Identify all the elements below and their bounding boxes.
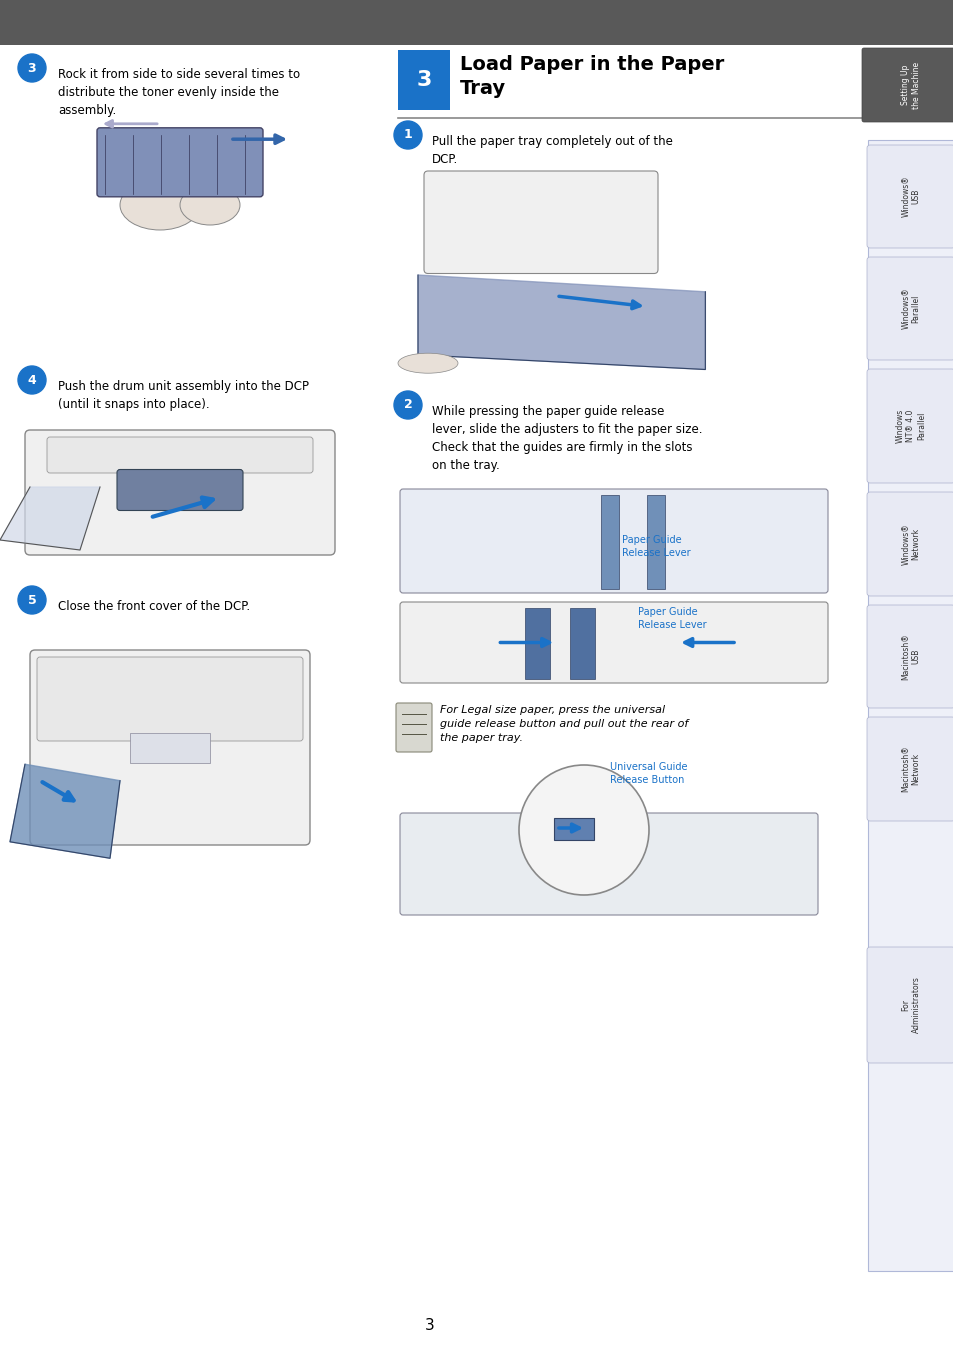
FancyBboxPatch shape — [30, 650, 310, 844]
Text: 5: 5 — [28, 593, 36, 607]
Polygon shape — [417, 276, 704, 370]
Text: Load Paper in the Paper
Tray: Load Paper in the Paper Tray — [459, 55, 723, 97]
Text: Windows
NT® 4.0
Parallel: Windows NT® 4.0 Parallel — [895, 409, 925, 443]
FancyBboxPatch shape — [395, 703, 432, 753]
FancyBboxPatch shape — [37, 657, 303, 740]
Bar — [867, 141, 953, 1271]
Text: Paper Guide
Release Lever: Paper Guide Release Lever — [637, 607, 705, 630]
FancyBboxPatch shape — [866, 257, 953, 359]
Circle shape — [518, 765, 648, 894]
FancyBboxPatch shape — [47, 436, 313, 473]
Bar — [554, 817, 594, 840]
Text: 3: 3 — [28, 62, 36, 74]
Text: For Legal size paper, press the universal
guide release button and pull out the : For Legal size paper, press the universa… — [439, 705, 687, 743]
FancyBboxPatch shape — [866, 369, 953, 484]
Text: Windows®
USB: Windows® USB — [901, 176, 920, 218]
Text: 1: 1 — [403, 128, 412, 142]
Text: Close the front cover of the DCP.: Close the front cover of the DCP. — [58, 600, 250, 613]
Text: 3: 3 — [416, 70, 432, 91]
FancyBboxPatch shape — [866, 605, 953, 708]
FancyBboxPatch shape — [399, 603, 827, 684]
FancyBboxPatch shape — [866, 717, 953, 821]
Text: Windows®
Network: Windows® Network — [901, 523, 920, 565]
Ellipse shape — [397, 353, 457, 373]
FancyBboxPatch shape — [399, 489, 827, 593]
FancyBboxPatch shape — [866, 145, 953, 249]
FancyBboxPatch shape — [423, 172, 658, 273]
Bar — [130, 732, 210, 762]
FancyBboxPatch shape — [97, 128, 263, 197]
Circle shape — [18, 586, 46, 613]
Circle shape — [394, 390, 421, 419]
Text: Macintosh®
USB: Macintosh® USB — [901, 634, 920, 680]
Circle shape — [18, 366, 46, 394]
Text: For
Administrators: For Administrators — [901, 977, 920, 1034]
Bar — [0, 0, 953, 45]
Text: 4: 4 — [28, 373, 36, 386]
Text: Macintosh®
Network: Macintosh® Network — [901, 746, 920, 793]
Text: While pressing the paper guide release
lever, slide the adjusters to fit the pap: While pressing the paper guide release l… — [432, 405, 701, 471]
Text: Universal Guide
Release Button: Universal Guide Release Button — [609, 762, 687, 785]
Ellipse shape — [180, 185, 240, 226]
Text: Windows®
Parallel: Windows® Parallel — [901, 288, 920, 330]
Text: Pull the paper tray completely out of the
DCP.: Pull the paper tray completely out of th… — [432, 135, 672, 166]
FancyBboxPatch shape — [117, 470, 243, 511]
Polygon shape — [0, 486, 100, 550]
Bar — [524, 608, 549, 680]
Circle shape — [18, 54, 46, 82]
Text: 2: 2 — [403, 399, 412, 412]
Text: Setting Up
the Machine: Setting Up the Machine — [901, 61, 920, 108]
Bar — [646, 494, 664, 589]
Ellipse shape — [120, 180, 200, 230]
Text: Rock it from side to side several times to
distribute the toner evenly inside th: Rock it from side to side several times … — [58, 68, 300, 118]
Text: Paper Guide
Release Lever: Paper Guide Release Lever — [621, 535, 690, 558]
Polygon shape — [10, 765, 120, 858]
FancyBboxPatch shape — [866, 492, 953, 596]
FancyBboxPatch shape — [862, 49, 953, 122]
Text: Push the drum unit assembly into the DCP
(until it snaps into place).: Push the drum unit assembly into the DCP… — [58, 380, 309, 411]
Bar — [569, 608, 594, 680]
Bar — [397, 50, 450, 109]
Bar — [600, 494, 618, 589]
Circle shape — [394, 122, 421, 149]
FancyBboxPatch shape — [25, 430, 335, 555]
Text: 3: 3 — [425, 1319, 435, 1333]
FancyBboxPatch shape — [866, 947, 953, 1063]
FancyBboxPatch shape — [399, 813, 817, 915]
